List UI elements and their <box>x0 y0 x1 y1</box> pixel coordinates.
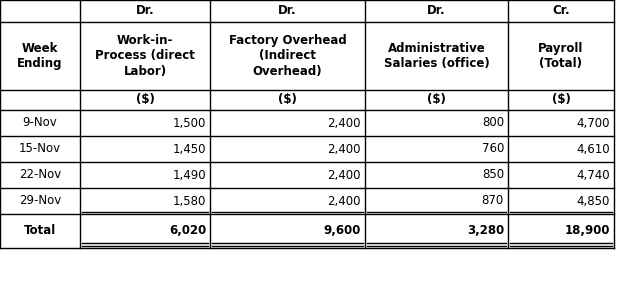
Text: Payroll
(Total): Payroll (Total) <box>539 42 583 70</box>
Text: 3,280: 3,280 <box>467 224 504 237</box>
Text: Dr.: Dr. <box>135 5 154 18</box>
Text: Dr.: Dr. <box>427 5 446 18</box>
Text: Cr.: Cr. <box>552 5 570 18</box>
Text: Work-in-
Process (direct
Labor): Work-in- Process (direct Labor) <box>95 34 195 78</box>
Text: Week
Ending: Week Ending <box>17 42 63 70</box>
Text: ($): ($) <box>278 93 297 106</box>
Text: 2,400: 2,400 <box>328 143 361 156</box>
Text: 9-Nov: 9-Nov <box>22 116 57 130</box>
Text: 4,700: 4,700 <box>577 116 610 130</box>
Text: 9,600: 9,600 <box>324 224 361 237</box>
Text: 760: 760 <box>482 143 504 156</box>
Text: 2,400: 2,400 <box>328 168 361 181</box>
Text: 6,020: 6,020 <box>168 224 206 237</box>
Text: Factory Overhead
(Indirect
Overhead): Factory Overhead (Indirect Overhead) <box>228 34 346 78</box>
Text: 15-Nov: 15-Nov <box>19 143 61 156</box>
Text: Total: Total <box>24 224 56 237</box>
Text: ($): ($) <box>135 93 154 106</box>
Text: Dr.: Dr. <box>278 5 297 18</box>
Text: Administrative
Salaries (office): Administrative Salaries (office) <box>384 42 489 70</box>
Text: 4,740: 4,740 <box>577 168 610 181</box>
Text: 800: 800 <box>482 116 504 130</box>
Text: ($): ($) <box>427 93 446 106</box>
Text: 29-Nov: 29-Nov <box>19 195 61 208</box>
Text: ($): ($) <box>552 93 570 106</box>
Text: 870: 870 <box>482 195 504 208</box>
Text: 2,400: 2,400 <box>328 195 361 208</box>
Text: 4,850: 4,850 <box>577 195 610 208</box>
Text: 22-Nov: 22-Nov <box>19 168 61 181</box>
Text: 2,400: 2,400 <box>328 116 361 130</box>
Text: 1,580: 1,580 <box>173 195 206 208</box>
Text: 4,610: 4,610 <box>577 143 610 156</box>
Text: 18,900: 18,900 <box>565 224 610 237</box>
Text: 1,500: 1,500 <box>173 116 206 130</box>
Text: 1,450: 1,450 <box>172 143 206 156</box>
Text: 850: 850 <box>482 168 504 181</box>
Text: 1,490: 1,490 <box>172 168 206 181</box>
